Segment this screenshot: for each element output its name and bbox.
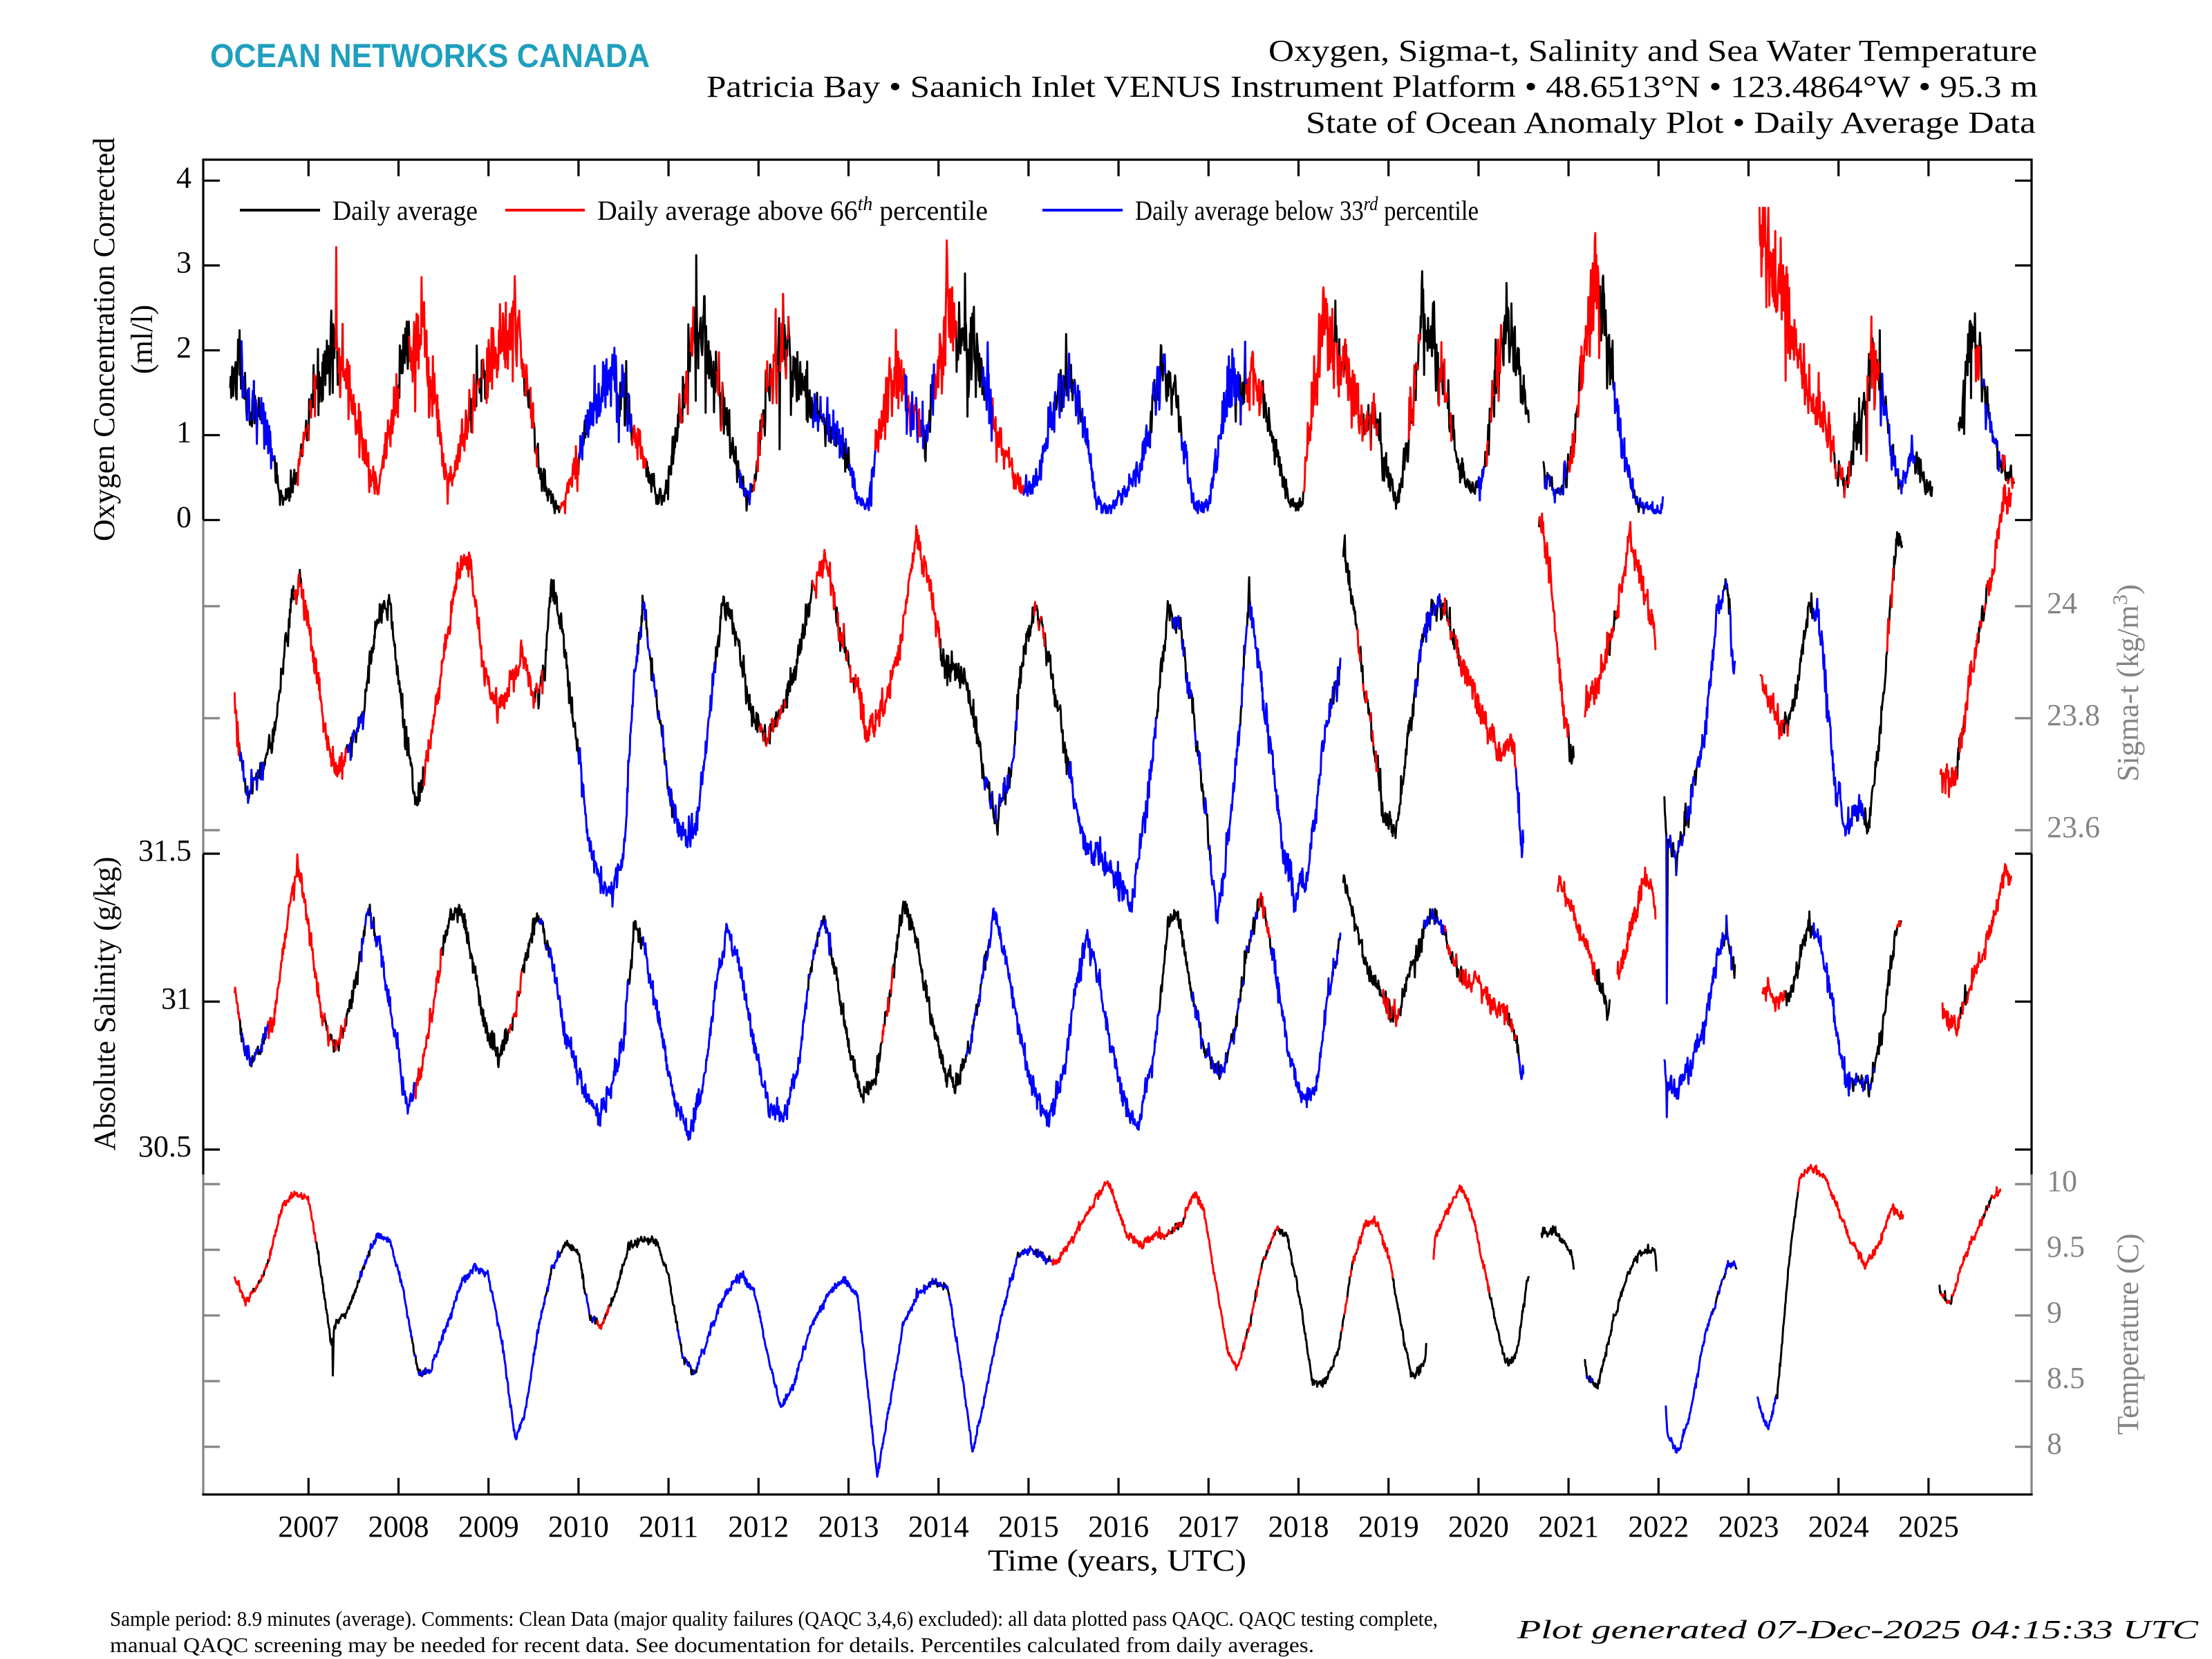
svg-text:2009: 2009	[458, 1510, 519, 1544]
svg-text:Oxygen, Sigma-t, Salinity and: Oxygen, Sigma-t, Salinity and Sea Water …	[1268, 34, 2037, 68]
svg-text:23.8: 23.8	[2047, 698, 2100, 732]
svg-text:2024: 2024	[1808, 1510, 1869, 1544]
svg-text:Sample period: 8.9 minutes (av: Sample period: 8.9 minutes (average). Co…	[110, 1606, 1438, 1631]
svg-text:2010: 2010	[548, 1510, 609, 1544]
svg-text:Daily average above 66th perce: Daily average above 66th percentile	[597, 194, 988, 226]
svg-text:(ml/l): (ml/l)	[125, 305, 159, 374]
svg-text:0: 0	[176, 500, 191, 534]
svg-text:Absolute Salinity (g/kg): Absolute Salinity (g/kg)	[88, 856, 122, 1150]
svg-text:2016: 2016	[1088, 1510, 1149, 1544]
svg-text:4: 4	[176, 160, 191, 194]
svg-text:manual QAQC screening may be n: manual QAQC screening may be needed for …	[110, 1633, 1314, 1657]
svg-text:31.5: 31.5	[138, 834, 191, 868]
svg-text:2: 2	[176, 330, 191, 364]
svg-text:Sigma-t (kg/m3): Sigma-t (kg/m3)	[2108, 584, 2145, 782]
svg-text:1: 1	[176, 415, 191, 449]
svg-text:Daily average below 33rd perce: Daily average below 33rd percentile	[1135, 194, 1479, 226]
svg-text:23.6: 23.6	[2047, 810, 2100, 844]
svg-text:2008: 2008	[368, 1510, 429, 1544]
svg-text:2019: 2019	[1358, 1510, 1419, 1544]
svg-text:24: 24	[2047, 586, 2077, 620]
svg-text:2017: 2017	[1178, 1510, 1239, 1544]
svg-text:31: 31	[161, 982, 191, 1015]
svg-text:30.5: 30.5	[138, 1130, 191, 1163]
svg-text:9.5: 9.5	[2047, 1230, 2085, 1264]
svg-text:Daily average: Daily average	[332, 195, 478, 226]
svg-text:Plot generated 07-Dec-2025 04:: Plot generated 07-Dec-2025 04:15:33 UTC	[1517, 1615, 2199, 1644]
svg-text:3: 3	[176, 245, 191, 279]
svg-text:Patricia Bay • Saanich Inlet V: Patricia Bay • Saanich Inlet VENUS Instr…	[706, 70, 2038, 104]
svg-text:State of Ocean Anomaly Plot •: State of Ocean Anomaly Plot • Daily Aver…	[1306, 106, 2036, 140]
svg-text:2018: 2018	[1268, 1510, 1329, 1544]
svg-text:2023: 2023	[1718, 1510, 1779, 1544]
svg-text:Time (years, UTC): Time (years, UTC)	[988, 1544, 1246, 1577]
svg-text:2014: 2014	[908, 1510, 969, 1544]
svg-text:2007: 2007	[278, 1510, 339, 1544]
svg-text:2025: 2025	[1898, 1510, 1959, 1544]
svg-text:8.5: 8.5	[2047, 1361, 2085, 1395]
svg-text:OCEAN NETWORKS CANADA: OCEAN NETWORKS CANADA	[210, 38, 650, 75]
svg-text:10: 10	[2047, 1164, 2077, 1198]
svg-text:9: 9	[2047, 1295, 2062, 1329]
svg-text:2013: 2013	[818, 1510, 879, 1544]
svg-text:Temperature (C): Temperature (C)	[2111, 1233, 2145, 1434]
svg-text:2020: 2020	[1448, 1510, 1509, 1544]
svg-text:2012: 2012	[728, 1510, 789, 1544]
svg-text:Oxygen Concentration Corrected: Oxygen Concentration Corrected	[87, 138, 121, 541]
svg-text:2011: 2011	[639, 1510, 698, 1544]
svg-text:2022: 2022	[1628, 1510, 1689, 1544]
svg-text:2015: 2015	[998, 1510, 1059, 1544]
svg-text:2021: 2021	[1538, 1510, 1599, 1544]
svg-text:8: 8	[2047, 1427, 2062, 1461]
